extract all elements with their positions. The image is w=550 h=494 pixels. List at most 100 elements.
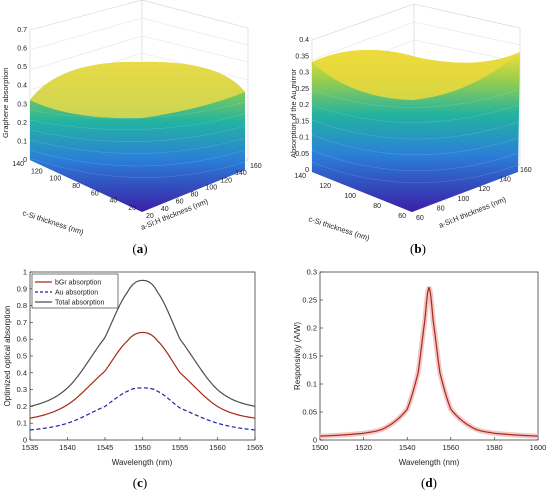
- c-ytick-label: 0: [23, 436, 27, 445]
- panel-a-ztick-label: 0.2: [17, 120, 27, 127]
- panel-a-caption: (a): [132, 241, 147, 256]
- panel-a-ztick-label: 0.1: [17, 138, 27, 145]
- panel-b-zticks: 0 0.05 0.1 0.15 0.2 0.25 0.3 0.35 0.4: [295, 37, 309, 174]
- panel-b-xtick-label: 60: [398, 213, 406, 220]
- panel-b: Absorption of the Au mirror 0 0.05 0.1 0.15…: [289, 3, 532, 256]
- panel-b-ztick-label: 0.15: [295, 118, 309, 125]
- c-xtick-label: 1540: [59, 443, 76, 452]
- panel-a-ytick-label: 60: [176, 199, 184, 206]
- panel-b-ytick-label: 100: [458, 196, 470, 203]
- panel-b-yticks: 60 80 100 120 140 160: [416, 167, 532, 222]
- panel-d: 00.050.10.150.20.250.3 1500 1520 1540 1560 1…: [293, 268, 546, 491]
- panel-b-ylabel: a-Si:H thickness (nm): [437, 194, 507, 229]
- panel-d-xticks: 1500 1520 1540 1560 1580 1600: [312, 437, 547, 452]
- panel-d-series: [319, 286, 539, 439]
- c-ytick-label: 0.8: [17, 301, 27, 310]
- panel-c-caption: (c): [133, 475, 147, 490]
- c-xtick-label: 1545: [97, 443, 114, 452]
- panel-a-ztick-label: 0.5: [17, 64, 27, 71]
- panel-b-ztick-label: 0.25: [295, 86, 309, 93]
- panel-b-ytick-label: 160: [520, 167, 532, 174]
- c-ytick-label: 0.6: [17, 335, 27, 344]
- panel-c-legend-label: Au absorption: [55, 290, 98, 297]
- panel-a-xtick-label: 20: [128, 205, 136, 212]
- panel-b-ztick-label: 0.1: [299, 135, 309, 142]
- panel-d-ylabel: Responsivity (A/W): [293, 322, 302, 390]
- c-ytick-label: 0.2: [17, 402, 27, 411]
- d-ytick-label: 0: [313, 436, 317, 445]
- panel-b-xtick-label: 80: [373, 203, 381, 210]
- panel-b-xtick-label: 120: [319, 183, 331, 190]
- c-ytick-label: 1: [23, 268, 27, 277]
- panel-d-yticks: 0 0.05 0.1 0.15 0.2 0.25 0.3: [302, 268, 323, 445]
- c-xtick-label: 1555: [172, 443, 189, 452]
- d-xtick-label: 1560: [442, 443, 459, 452]
- d-ytick-label: 0.25: [302, 296, 317, 305]
- panel-a-xticks: 140 120 100 80 60 40 20: [12, 161, 136, 212]
- panel-d-xlabel: Wavelength (nm): [399, 458, 460, 467]
- d-xtick-label: 1600: [530, 443, 547, 452]
- d-xtick-label: 1500: [312, 443, 329, 452]
- panel-a-ytick-label: 40: [161, 206, 169, 213]
- panel-a-ztick-label: 0.4: [17, 83, 27, 90]
- panel-b-surface: [311, 49, 520, 213]
- panel-c-xlabel: Wavelength (nm): [112, 458, 173, 467]
- d-ytick-label: 0.2: [307, 324, 317, 333]
- panel-a-ytick-label: 80: [191, 192, 199, 199]
- d-ytick-label: 0.15: [302, 352, 317, 361]
- panel-b-ytick-label: 120: [478, 186, 490, 193]
- panel-a-xtick-label: 140: [12, 161, 24, 168]
- c-ytick-label: 0.5: [17, 352, 27, 361]
- d-ytick-label: 0.05: [302, 408, 317, 417]
- panel-a-surface: [29, 61, 246, 212]
- panel-c: 00.10.20.30.40.50.60.70.80.91 1535 1540 15…: [3, 268, 263, 491]
- d-series-line-0: [319, 286, 539, 437]
- c-series-line-2: [29, 279, 256, 407]
- c-xtick-label: 1535: [22, 443, 39, 452]
- panel-a-ytick-label: 20: [146, 213, 154, 220]
- c-ytick-label: 0.4: [17, 368, 27, 377]
- panel-c-yticks: 0 0.1 0.2 0.3 0.4 0.5 0.6 0.7 0.8 0.9 1: [17, 268, 33, 445]
- panel-b-ytick-label: 140: [499, 177, 511, 184]
- panel-a-ztick-label: 0.7: [17, 27, 27, 34]
- panel-a-ztick-label: 0: [23, 157, 27, 164]
- panel-a-zticks: 0 0.1 0.2 0.3 0.4 0.5 0.6 0.7: [17, 27, 27, 164]
- panel-a-xtick-label: 40: [110, 198, 118, 205]
- c-ytick-label: 0.3: [17, 385, 27, 394]
- panel-b-ztick-label: 0.4: [299, 37, 309, 44]
- panel-a-ytick-label: 140: [235, 170, 247, 177]
- panel-a-ytick-label: 120: [220, 177, 232, 184]
- panel-a-ytick-label: 100: [205, 184, 217, 191]
- panel-b-ztick-label: 0.2: [299, 102, 309, 109]
- panel-c-xticks: 1535 1540 1545 1550 1555 1560 1565: [22, 437, 264, 452]
- panel-b-ztick-label: 0.35: [295, 53, 309, 60]
- panel-a-xtick-label: 120: [31, 168, 43, 175]
- c-xtick-label: 1565: [247, 443, 264, 452]
- panel-c-series: [29, 279, 256, 431]
- c-xtick-label: 1560: [209, 443, 226, 452]
- panel-a-xlabel: c-Si thickness (nm): [21, 208, 85, 236]
- panel-b-xtick-label: 140: [294, 173, 306, 180]
- panel-b-caption: (b): [410, 241, 426, 256]
- panel-c-legend-label: Total absorption: [55, 300, 105, 307]
- panel-b-ytick-label: 80: [437, 205, 445, 212]
- d-xtick-label: 1520: [355, 443, 372, 452]
- panel-c-legend-label: bGr absorption: [55, 280, 101, 287]
- d-ytick-label: 0.3: [307, 268, 317, 277]
- panel-a-ztick-label: 0.6: [17, 46, 27, 53]
- panel-b-ztick-label: 0: [305, 167, 309, 174]
- c-ytick-label: 0.1: [17, 419, 27, 428]
- panel-b-xlabel: c-Si thickness (nm): [307, 214, 371, 242]
- c-xtick-label: 1550: [134, 443, 151, 452]
- c-ytick-label: 0.9: [17, 284, 27, 293]
- panel-b-zlabel: Absorption of the Au mirror: [289, 68, 298, 158]
- panel-b-ztick-label: 0.3: [299, 70, 309, 77]
- panel-a-xtick-label: 60: [91, 190, 99, 197]
- panel-a-ztick-label: 0.3: [17, 101, 27, 108]
- panel-a: Graphene absorption 00.10.20.30.40.50.60…: [1, 0, 262, 256]
- c-ytick-label: 0.7: [17, 318, 27, 327]
- d-xtick-label: 1580: [486, 443, 503, 452]
- panel-a-xtick-label: 100: [50, 176, 62, 183]
